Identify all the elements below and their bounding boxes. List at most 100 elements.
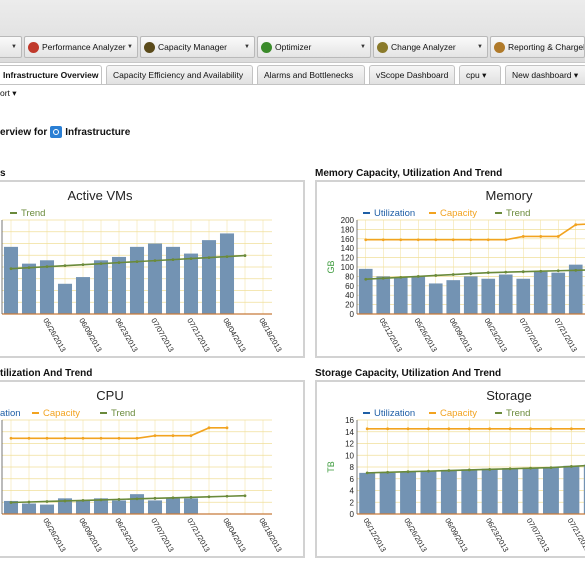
legend-label: Capacity <box>440 408 477 419</box>
trend-point <box>574 268 578 272</box>
x-tick-label: 05/26/2013 <box>41 517 68 554</box>
section-title-memory: Memory Capacity, Utilization And Trend <box>315 168 503 179</box>
x-tick-label: 08/04/2013 <box>221 517 248 554</box>
optimizer-button[interactable]: Optimizer ▼ <box>257 36 371 58</box>
trend-point <box>486 271 490 275</box>
x-tick-label: 05/26/2013 <box>402 517 429 554</box>
trend-point <box>99 498 103 502</box>
chart-svg: Storage Utilization Capacity Trend 0 2 4 6 8 10 12… <box>326 388 585 554</box>
capacity-point <box>9 436 13 440</box>
capacity-point <box>486 238 490 242</box>
trend-point <box>99 262 103 266</box>
y-tick-label: 60 <box>345 282 354 291</box>
bar <box>147 500 163 514</box>
tab-infrastructure-overview[interactable]: Infrastructure Overview <box>0 65 102 84</box>
bar <box>420 470 437 514</box>
trend-point <box>27 500 31 504</box>
capacity-point <box>549 427 553 431</box>
bar <box>75 277 91 314</box>
tab-cpu[interactable]: cpu ▾ <box>459 65 501 84</box>
tab-new-dashboard[interactable]: New dashboard ▾ <box>505 65 585 84</box>
capacity-point <box>469 238 473 242</box>
chart-svg: Active VMs Trend 05/26/2013 06/09/2013 06/23… <box>1 188 284 354</box>
legend-label: Trend <box>506 208 530 219</box>
overview-title: erview for Infrastructure <box>0 126 130 138</box>
bar <box>93 498 109 514</box>
bar <box>3 500 19 514</box>
y-tick-label: 16 <box>345 416 354 425</box>
x-tick-label: 07/21/2013 <box>185 317 212 354</box>
y-tick-label: 12 <box>345 440 354 449</box>
x-tick-label: 06/09/2013 <box>77 317 104 354</box>
y-tick-label: 0 <box>350 510 355 519</box>
y-tick-label: 100 <box>341 263 355 272</box>
trend-point <box>451 273 455 276</box>
chevron-down-icon: ▼ <box>244 44 250 50</box>
legend-label: Capacity <box>43 408 80 419</box>
trend-point <box>508 467 512 471</box>
capacity-point <box>521 235 525 238</box>
y-tick-label: 160 <box>341 235 355 244</box>
y-tick-label: 40 <box>345 291 354 300</box>
y-tick-label: 14 <box>345 428 354 437</box>
tab-alarms-bottlenecks[interactable]: Alarms and Bottlenecks <box>257 65 365 84</box>
x-tick-label: 08/18/2013 <box>257 517 284 554</box>
x-tick-label: 08/04/2013 <box>221 317 248 354</box>
trend-point <box>243 494 247 498</box>
y-tick-label: 0 <box>350 310 355 319</box>
trend-point <box>45 500 49 503</box>
memory-panel: Memory Utilization Capacity Trend 0 20 40 60 80 1… <box>315 180 585 358</box>
bar <box>129 246 145 314</box>
capacity-point <box>504 238 508 242</box>
bar <box>481 468 498 514</box>
optimizer-icon <box>261 41 272 53</box>
trend-point <box>135 260 139 264</box>
tab-capacity-efficiency[interactable]: Capacity Efficiency and Availability <box>106 65 253 84</box>
x-tick-label: 07/07/2013 <box>518 317 545 354</box>
x-tick-label: 06/23/2013 <box>113 517 140 554</box>
tab-vscope-dashboard[interactable]: vScope Dashboard <box>369 65 455 84</box>
trend-point <box>467 468 471 472</box>
bar <box>57 498 73 514</box>
trend-point <box>153 259 157 263</box>
bar <box>39 260 55 314</box>
tabbar-divider <box>0 84 585 85</box>
trend-point <box>381 276 385 280</box>
trend-point <box>207 495 211 499</box>
trend-point <box>549 466 553 469</box>
bar <box>481 278 496 314</box>
capacity-point <box>574 223 578 227</box>
x-tick-label: 06/09/2013 <box>443 517 470 554</box>
capacity-point <box>427 427 430 431</box>
change-analyzer-icon <box>377 41 388 53</box>
y-tick-label: 6 <box>350 475 355 484</box>
x-tick-label: 06/23/2013 <box>113 317 140 354</box>
capacity-point <box>569 427 573 431</box>
capacity-point <box>207 426 211 430</box>
active-vms-panel: Active VMs Trend 05/26/2013 06/09/2013 06/23… <box>0 180 305 358</box>
chart-title: Storage <box>486 388 532 403</box>
bar <box>522 467 539 514</box>
performance-analyzer-button[interactable]: Performance Analyzer ▼ <box>24 36 138 58</box>
trend-point <box>9 267 13 271</box>
bar <box>21 263 37 314</box>
capacity-point <box>447 427 451 431</box>
x-tick-label: 06/09/2013 <box>77 517 104 554</box>
bar <box>3 246 19 314</box>
capacity-point <box>117 436 121 440</box>
bar <box>183 253 199 314</box>
y-tick-label: 180 <box>341 225 355 234</box>
report-menu[interactable]: ort ▾ <box>0 88 17 98</box>
capacity-manager-icon <box>144 41 155 53</box>
menu-button[interactable]: ▼ <box>0 36 22 58</box>
x-tick-label: 05/26/2013 <box>41 317 68 354</box>
tab-label: Infrastructure Overview <box>3 70 99 80</box>
reporting-chargeback-button[interactable]: Reporting & Chargeback <box>490 36 585 58</box>
trend-point <box>189 495 193 499</box>
performance-analyzer-label: Performance Analyzer <box>42 42 126 52</box>
bar <box>463 276 478 314</box>
trend-point <box>406 470 410 474</box>
capacity-manager-label: Capacity Manager <box>158 42 227 52</box>
change-analyzer-button[interactable]: Change Analyzer ▼ <box>373 36 488 58</box>
capacity-manager-button[interactable]: Capacity Manager ▼ <box>140 36 255 58</box>
